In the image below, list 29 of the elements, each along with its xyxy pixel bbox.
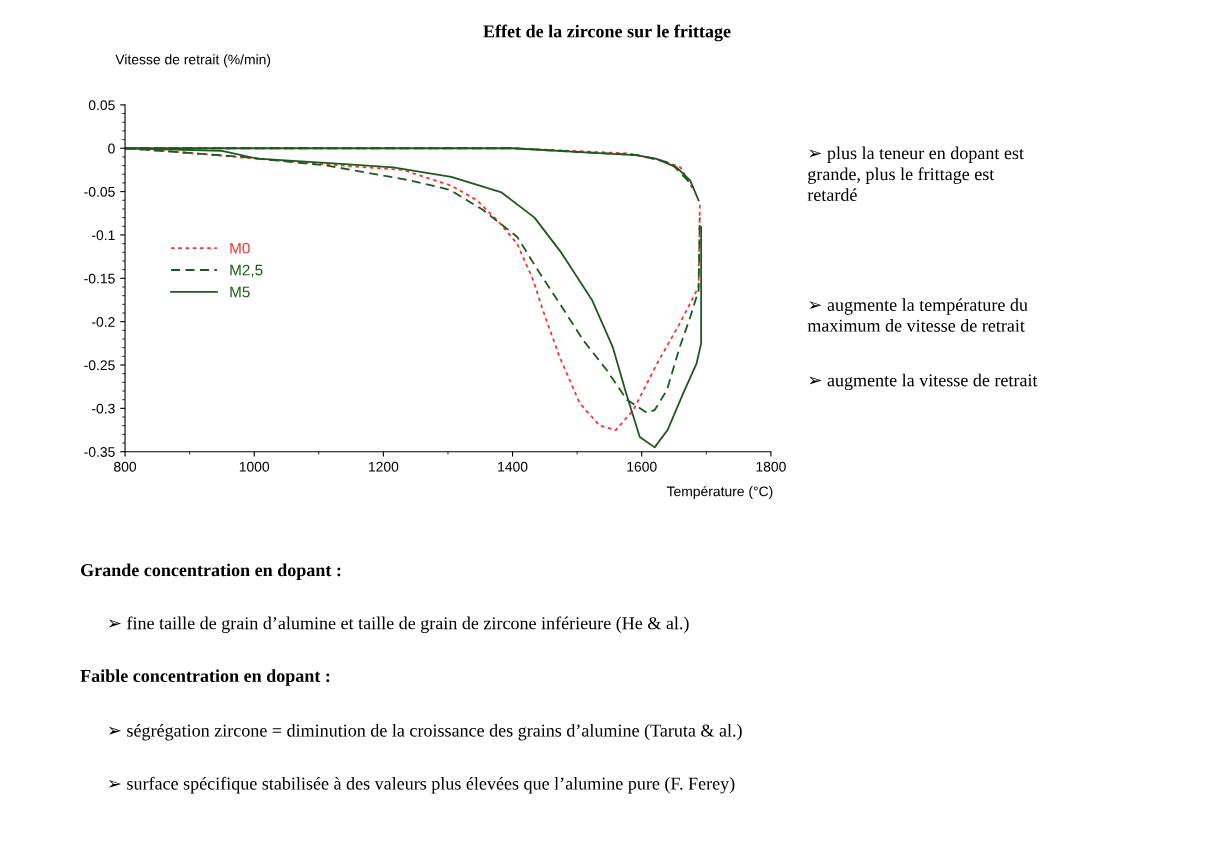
y-tick-label: -0.05 [84, 186, 115, 197]
legend-label: M5 [230, 286, 250, 298]
y-tick-label: -0.1 [92, 230, 115, 241]
x-tick-label: 1600 [627, 461, 657, 472]
text: ➢ augmente la température du maximum de vitesse de retrait [807, 298, 1028, 332]
text: ➢ ségrégation zircone = diminution de la croissance des grains d’alumine (Taruta & al.) [108, 723, 742, 741]
y-tick-label: -0.2 [92, 316, 115, 327]
text: ➢ plus la teneur en dopant est grande, plus le frittage est retardé [807, 146, 1024, 202]
x-tick-label: 1000 [239, 461, 270, 472]
text: Grande concentration en dopant : [81, 563, 341, 580]
text: ➢ augmente la vitesse de retrait [809, 373, 1038, 391]
x-tick-label: 1400 [498, 461, 528, 472]
y-tick-label: 0.05 [88, 100, 115, 111]
x-tick-label: 1800 [756, 461, 786, 472]
legend-label: M0 [230, 242, 250, 254]
chart-title: Effet de la zircone sur le frittage [483, 24, 731, 42]
y-tick-label: -0.35 [84, 447, 115, 457]
x-tick-label: 800 [114, 461, 137, 472]
y-tick-label: 0 [108, 143, 115, 154]
x-axis-title: Température (°C) [666, 485, 773, 500]
text: ➢ fine taille de grain d’alumine et taille de grain de zircone inférieure (He & al.) [108, 616, 689, 634]
y-tick-label: -0.25 [84, 360, 115, 371]
text: ➢ surface spécifique stabilisée à des valeurs plus élevées que l’alumine pure (F. Ferey) [108, 776, 735, 794]
y-tick-label: -0.3 [92, 403, 115, 414]
y-axis-title: Vitesse de retrait (%/min) [115, 54, 271, 68]
text: Faible concentration en dopant : [80, 669, 330, 686]
legend-label: M2,5 [230, 264, 263, 278]
x-tick-label: 1200 [368, 461, 399, 472]
y-tick-label: -0.15 [84, 273, 115, 284]
